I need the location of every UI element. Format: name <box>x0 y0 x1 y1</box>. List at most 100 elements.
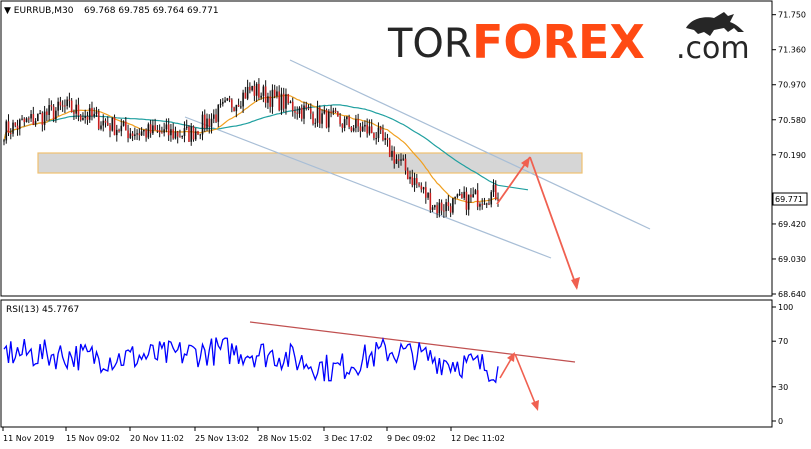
candle-body <box>34 121 37 125</box>
candle-body <box>456 194 459 197</box>
y-tick-label: 71.360 <box>778 46 806 55</box>
candle-body <box>154 125 156 130</box>
rsi-down-arrow <box>514 353 538 409</box>
channel-upper-line <box>289 59 651 230</box>
candle-body <box>303 105 305 119</box>
candle-body <box>253 85 256 96</box>
candle-body <box>118 129 120 132</box>
candle-body <box>255 83 258 96</box>
candle-body <box>185 126 188 129</box>
candle-body <box>174 131 177 139</box>
candle-body <box>122 121 125 126</box>
candle-body <box>258 83 260 98</box>
candle-body <box>77 104 80 116</box>
candle-body <box>23 118 26 123</box>
forecast-up-arrowhead <box>521 157 530 168</box>
candle-body <box>411 176 414 186</box>
candle-body <box>339 116 341 124</box>
y-tick-label: 69.420 <box>778 220 806 229</box>
candle-body <box>481 204 484 206</box>
x-tick-label: 15 Nov 09:02 <box>66 434 120 443</box>
candle-body <box>210 118 213 127</box>
candle-body <box>79 115 82 120</box>
candle-body <box>104 120 107 123</box>
candle-body <box>21 118 23 120</box>
candle-body <box>48 105 50 115</box>
candle-body <box>298 107 301 114</box>
candle-body <box>115 129 118 136</box>
candle-body <box>131 133 134 136</box>
candle-body <box>461 193 463 198</box>
y-tick-label: 68.640 <box>778 290 806 299</box>
candle-body <box>165 124 168 130</box>
candle-body <box>86 116 89 120</box>
candle-body <box>273 89 276 97</box>
candle-body <box>337 112 339 117</box>
candle-body <box>479 204 481 207</box>
price-candles <box>3 78 499 219</box>
candle-body <box>82 117 84 120</box>
candle-body <box>176 131 179 137</box>
candle-body <box>219 103 222 105</box>
candle-body <box>52 106 55 120</box>
candle-body <box>215 114 217 122</box>
candle-body <box>434 205 436 208</box>
candle-body <box>100 125 102 129</box>
candle-body <box>46 111 48 115</box>
candle-body <box>172 129 174 139</box>
bull-icon <box>686 12 744 36</box>
candle-body <box>440 202 443 211</box>
y-tick-label: 69.030 <box>778 255 806 264</box>
header-arrow-icon: ▼ <box>4 6 14 16</box>
main-panel-frame <box>0 0 773 297</box>
candle-body <box>16 125 19 129</box>
candle-body <box>136 133 138 135</box>
candle-body <box>75 104 77 114</box>
candle-body <box>470 194 472 198</box>
candle-body <box>95 111 98 114</box>
candle-body <box>181 135 184 138</box>
candle-body <box>400 159 402 161</box>
candle-body <box>379 127 382 131</box>
candle-body <box>492 184 495 193</box>
candle-body <box>294 110 296 113</box>
candle-body <box>206 118 208 129</box>
candle-body <box>422 187 425 190</box>
candle-body <box>109 125 111 131</box>
candle-body <box>447 202 450 207</box>
candle-body <box>134 134 136 136</box>
candle-body <box>9 132 12 134</box>
candle-body <box>483 203 486 205</box>
candle-body <box>111 117 114 131</box>
candle-body <box>203 114 206 129</box>
candle-body <box>262 86 265 96</box>
candle-body <box>244 92 247 99</box>
x-tick-label: 25 Nov 13:02 <box>195 434 249 443</box>
candle-body <box>404 158 407 171</box>
candle-body <box>179 136 181 138</box>
candle-body <box>163 129 165 133</box>
candle-body <box>251 85 253 91</box>
candle-body <box>361 126 364 132</box>
rsi-down-arrowhead <box>531 400 539 411</box>
candle-body <box>359 126 362 132</box>
candle-body <box>388 139 391 157</box>
candle-body <box>25 118 28 123</box>
candle-body <box>18 119 21 129</box>
candle-body <box>291 101 294 111</box>
candle-body <box>167 124 170 136</box>
candle-body <box>429 192 432 210</box>
channel-lower-line <box>184 116 552 259</box>
candle-body <box>300 107 303 119</box>
candle-body <box>199 134 202 136</box>
x-axis: 11 Nov 2019 15 Nov 09:02 20 Nov 11:02 25 No… <box>2 427 505 443</box>
candle-body <box>88 107 91 120</box>
candle-body <box>50 105 53 107</box>
candle-body <box>264 86 267 103</box>
candle-body <box>149 124 152 134</box>
rsi-panel-frame <box>0 299 773 428</box>
candle-body <box>158 130 161 133</box>
y-tick-label: 70.970 <box>778 81 806 90</box>
candle-body <box>240 106 242 108</box>
